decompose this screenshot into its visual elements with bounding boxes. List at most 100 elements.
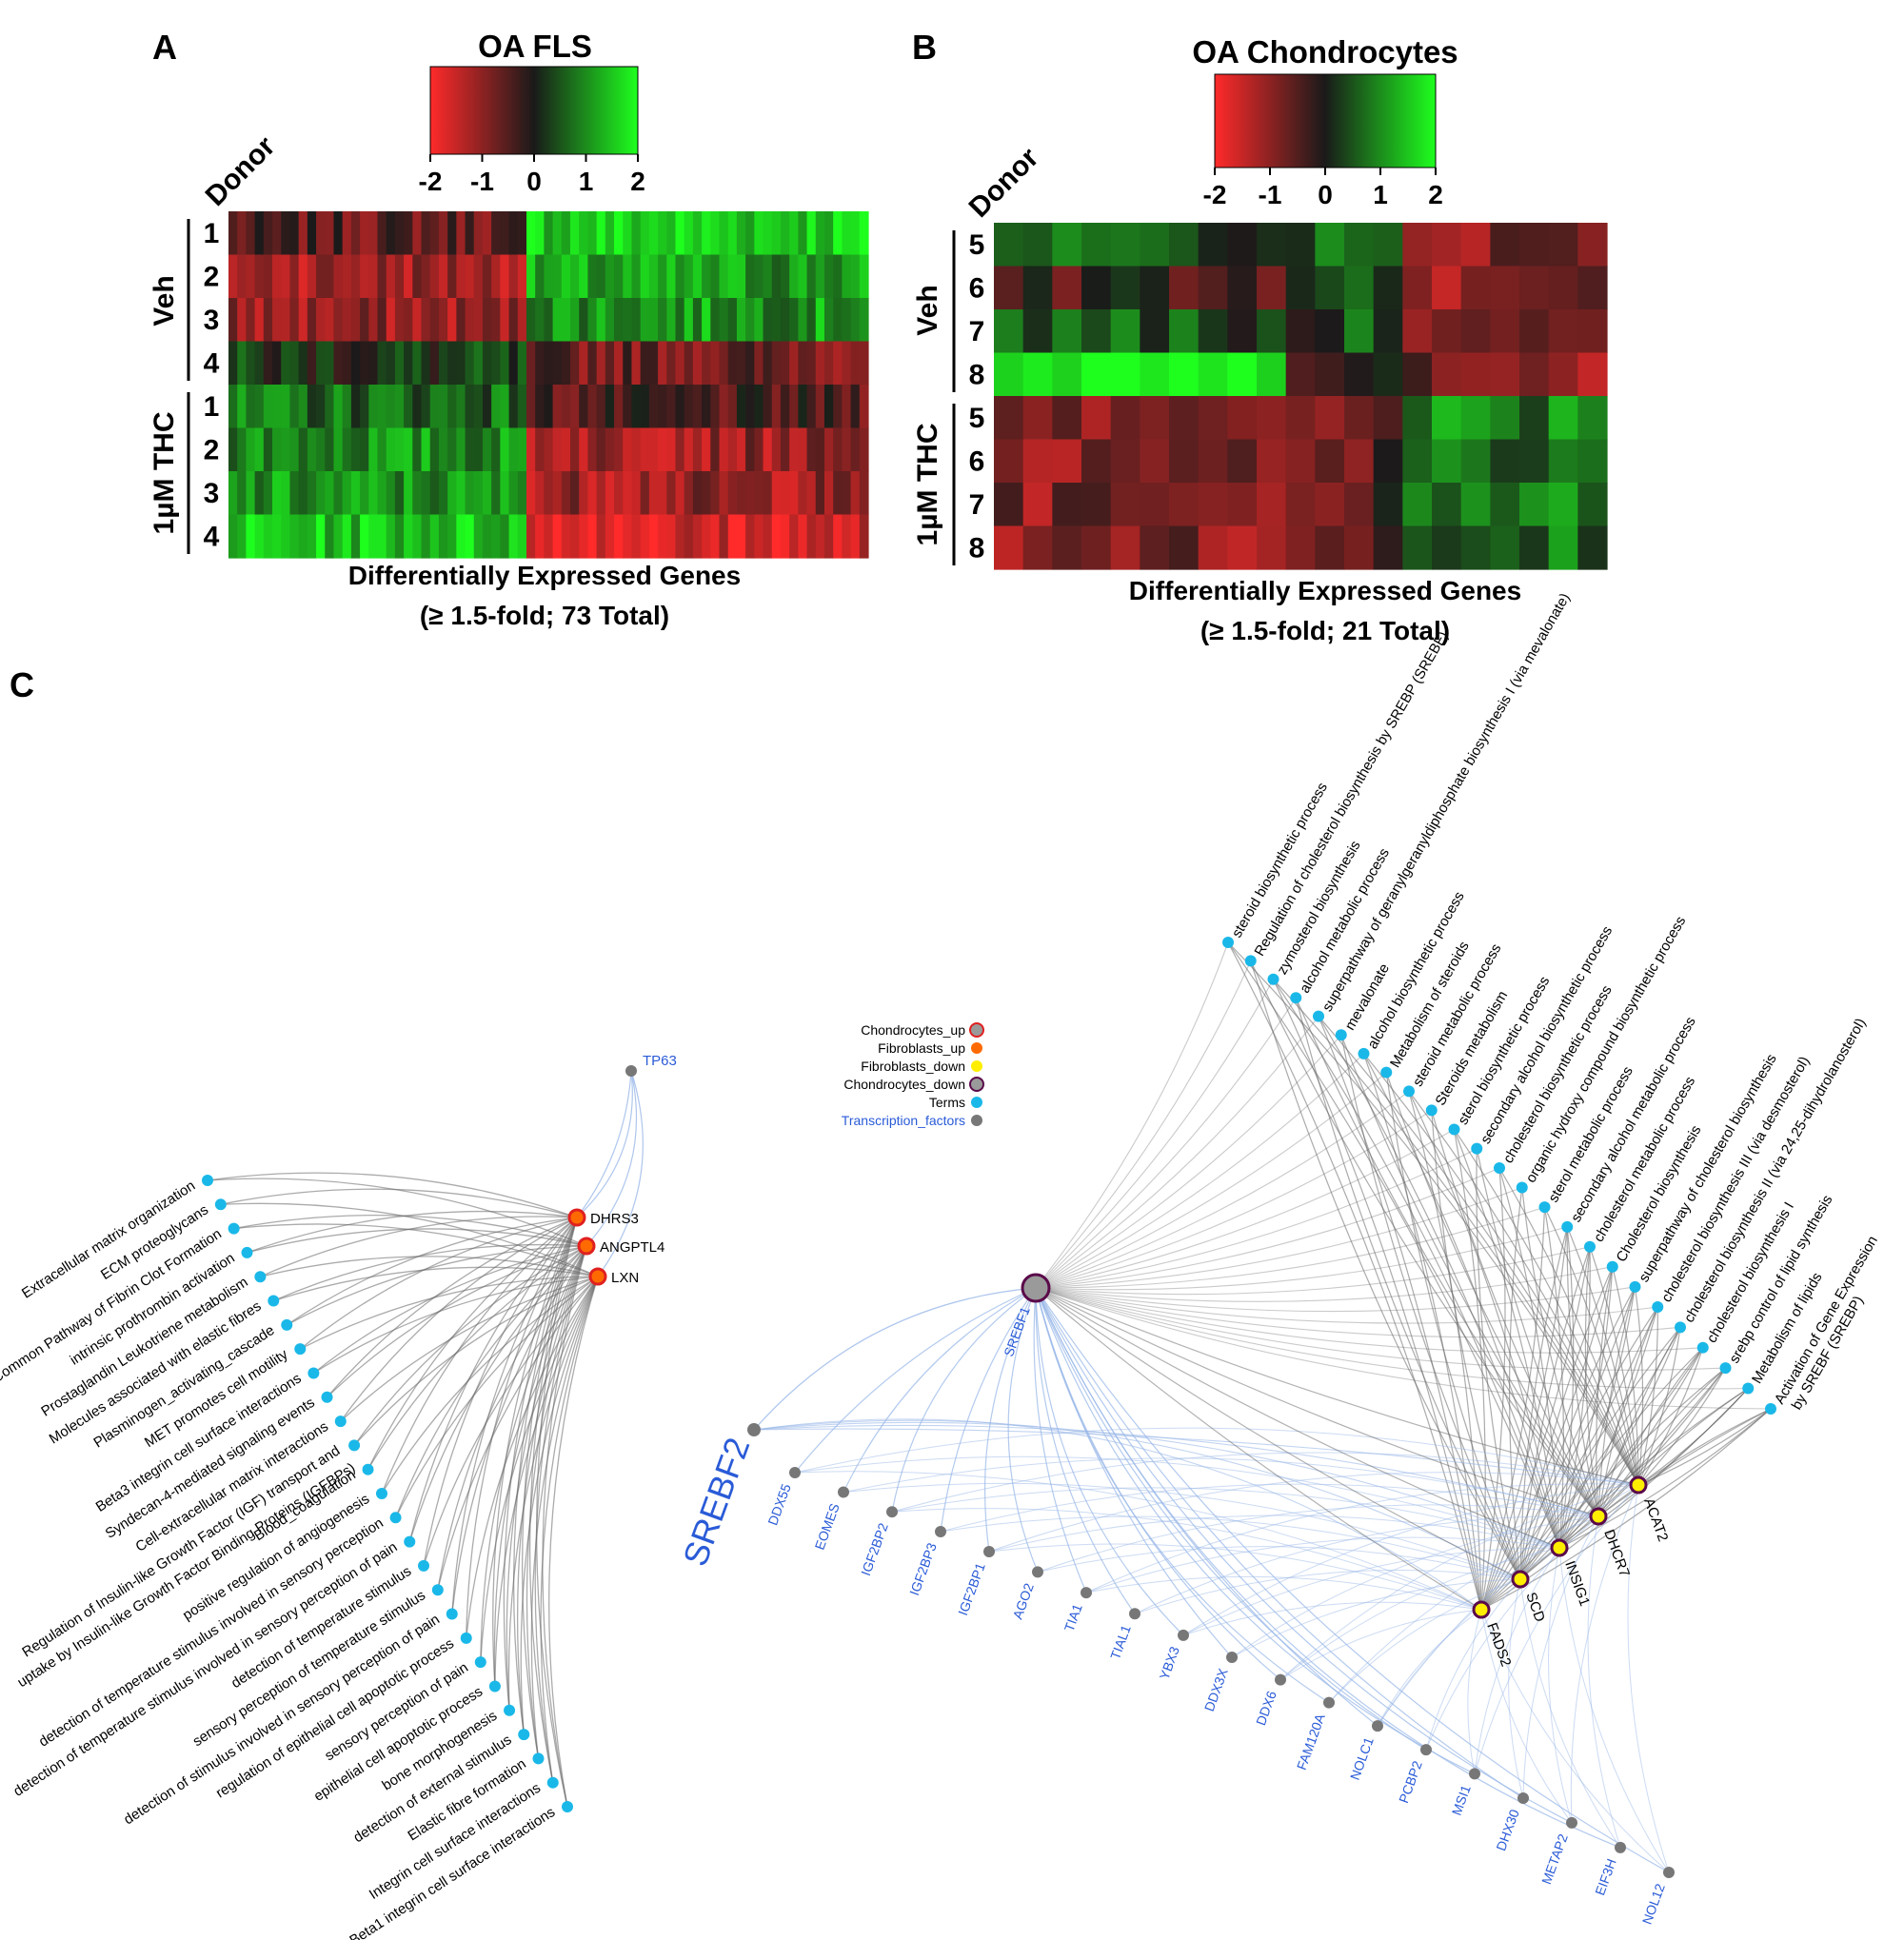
tf-node [935, 1526, 946, 1537]
heatmap-cell [710, 385, 721, 429]
panel-a-letter: A [152, 28, 177, 67]
network-edge [423, 1217, 578, 1567]
heatmap-cell [561, 514, 571, 559]
network-edge [207, 1172, 578, 1218]
heatmap-cell [823, 341, 834, 386]
network-edge [299, 1217, 578, 1350]
heatmap-cell [482, 254, 492, 299]
network-edge [520, 1276, 599, 1735]
heatmap-cell [1373, 266, 1403, 310]
heatmap-cell [368, 427, 379, 472]
heatmap-cell [806, 211, 817, 256]
heatmap-cell [850, 514, 861, 559]
panel-a-title: OA FLS [478, 29, 592, 64]
heatmap-cell [727, 514, 738, 559]
heatmap-cell [771, 471, 782, 516]
network-edge [1558, 1246, 1591, 1549]
heatmap-cell [1490, 223, 1520, 267]
network-edge [503, 1217, 578, 1711]
tf-label: TIAL1 [1107, 1623, 1134, 1662]
heatmap-cell [842, 298, 852, 343]
heatmap-cell [254, 211, 265, 256]
heatmap-cell [1432, 223, 1462, 267]
heatmap-cell [360, 385, 369, 429]
network-edge [1035, 1287, 1136, 1614]
network-edge [367, 1245, 587, 1471]
heatmap-cell [237, 341, 248, 386]
network-edge [451, 1217, 578, 1614]
heatmap-cell [684, 514, 694, 559]
heatmap-cell [404, 514, 413, 559]
heatmap-cell [789, 341, 799, 386]
heatmap-cell [1285, 483, 1316, 527]
heatmap-cell [333, 471, 344, 516]
heatmap-cell [429, 298, 440, 343]
heatmap-cell [754, 514, 764, 559]
heatmap-cell [648, 514, 659, 559]
heatmap-cell [789, 385, 799, 429]
tf-label-srebf2: SREBF2 [675, 1433, 757, 1572]
heatmap-cell [1198, 396, 1228, 441]
heatmap-cell [789, 427, 799, 472]
heatmap-cell [1460, 525, 1491, 570]
network-edge [1227, 941, 1560, 1549]
network-edge [1377, 1609, 1482, 1727]
heatmap-cell [429, 211, 440, 256]
heatmap-cell [815, 385, 825, 429]
heatmap-cell [994, 223, 1024, 267]
heatmap-cell [1081, 483, 1112, 527]
heatmap-cell [438, 514, 448, 559]
scale-tick-label: 1 [1373, 180, 1388, 209]
heatmap-cell [544, 471, 554, 516]
heatmap-cell [281, 211, 291, 256]
heatmap-cell [544, 341, 554, 386]
heatmap-cell [517, 298, 527, 343]
heatmap-cell [666, 211, 677, 256]
term-label: superpathway of geranylgeranyldiphosphat… [1319, 590, 1574, 1014]
network-edge [1035, 1287, 1184, 1636]
network-edge [585, 1070, 638, 1247]
tf-label: AGO2 [1009, 1581, 1036, 1621]
heatmap-cell [298, 471, 308, 516]
heatmap-cell [623, 254, 633, 299]
heatmap-cell [631, 211, 642, 256]
heatmap-cell [710, 427, 721, 472]
heatmap-cell [1198, 266, 1228, 310]
heatmap-cell [719, 471, 729, 516]
heatmap-cell [517, 254, 527, 299]
network-edge [1035, 1167, 1500, 1289]
network-edge [1295, 997, 1599, 1517]
network-edge [597, 1070, 644, 1277]
heatmap-cell [1110, 223, 1140, 267]
heatmap-cell [307, 211, 317, 256]
heatmap-cell [465, 341, 475, 386]
network-edge [753, 1421, 1560, 1549]
heatmap-cell [228, 514, 238, 559]
network-edge [1480, 1286, 1636, 1611]
heatmap-cell [1432, 396, 1462, 441]
term-node [281, 1318, 293, 1331]
term-node [228, 1222, 240, 1235]
heatmap-cell [289, 471, 300, 516]
heatmap-cell [675, 254, 685, 299]
term-node [1448, 1123, 1460, 1136]
heatmap-cell [692, 471, 703, 516]
heatmap-cell [859, 514, 869, 559]
heatmap-cell [1257, 266, 1287, 310]
heatmap-cell [833, 514, 843, 559]
network-edge [260, 1256, 599, 1277]
network-edge [327, 1245, 587, 1398]
heatmap-cell [1344, 525, 1375, 570]
heatmap-cell [246, 298, 256, 343]
network-edge [1587, 1515, 1621, 1849]
heatmap-cell [1315, 439, 1345, 484]
heatmap-cell [605, 298, 615, 343]
heatmap-cell [447, 385, 457, 429]
heatmap-cell [1140, 525, 1170, 570]
heatmap-cell [806, 254, 817, 299]
heatmap-cell [736, 385, 746, 429]
heatmap-cell [684, 385, 694, 429]
heatmap-cell [614, 341, 624, 386]
heatmap-cell [842, 427, 852, 472]
heatmap-cell [823, 385, 834, 429]
